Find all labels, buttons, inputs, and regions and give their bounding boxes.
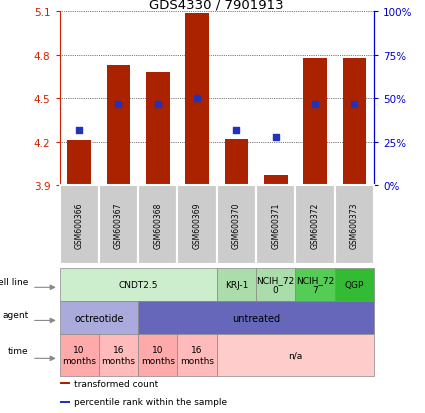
Bar <box>178 186 217 264</box>
Bar <box>146 73 170 186</box>
Text: GSM600370: GSM600370 <box>232 202 241 248</box>
Bar <box>256 186 295 264</box>
Text: percentile rank within the sample: percentile rank within the sample <box>74 397 227 406</box>
Bar <box>99 335 138 376</box>
Text: GSM600368: GSM600368 <box>153 202 162 248</box>
Bar <box>138 301 374 335</box>
Text: NCIH_72
0: NCIH_72 0 <box>257 275 295 294</box>
Text: untreated: untreated <box>232 313 280 323</box>
Text: n/a: n/a <box>288 351 303 360</box>
Point <box>272 134 279 140</box>
Bar <box>60 268 217 301</box>
Bar <box>217 186 256 264</box>
Bar <box>60 301 138 335</box>
Bar <box>107 66 130 186</box>
Title: GDS4330 / 7901913: GDS4330 / 7901913 <box>150 0 284 11</box>
Text: cell line: cell line <box>0 277 29 286</box>
Bar <box>60 186 99 264</box>
Bar <box>60 335 99 376</box>
Text: GSM600369: GSM600369 <box>193 202 201 248</box>
Point <box>76 127 82 134</box>
Bar <box>224 140 248 186</box>
Point <box>154 101 161 108</box>
Text: GSM600373: GSM600373 <box>350 202 359 248</box>
Text: NCIH_72
7: NCIH_72 7 <box>296 275 334 294</box>
Text: agent: agent <box>3 310 29 319</box>
Bar <box>138 335 178 376</box>
Bar <box>67 141 91 186</box>
Bar <box>60 382 70 384</box>
Bar <box>217 335 374 376</box>
Bar <box>185 14 209 186</box>
Text: GSM600372: GSM600372 <box>311 202 320 248</box>
Bar <box>303 59 327 186</box>
Bar <box>343 59 366 186</box>
Text: transformed count: transformed count <box>74 379 158 388</box>
Point <box>115 101 122 108</box>
Bar <box>217 268 256 301</box>
Text: GSM600367: GSM600367 <box>114 202 123 248</box>
Text: 10
months: 10 months <box>141 346 175 365</box>
Text: 16
months: 16 months <box>180 346 214 365</box>
Bar <box>295 186 335 264</box>
Point <box>194 96 201 102</box>
Bar <box>256 268 295 301</box>
Bar <box>138 186 178 264</box>
Bar <box>335 186 374 264</box>
Text: GSM600371: GSM600371 <box>271 202 280 248</box>
Point <box>351 101 358 108</box>
Text: octreotide: octreotide <box>74 313 124 323</box>
Bar <box>264 176 287 186</box>
Bar <box>99 186 138 264</box>
Text: KRJ-1: KRJ-1 <box>225 280 248 290</box>
Bar <box>335 268 374 301</box>
Bar <box>178 335 217 376</box>
Text: QGP: QGP <box>345 280 364 290</box>
Text: CNDT2.5: CNDT2.5 <box>119 280 158 290</box>
Text: 10
months: 10 months <box>62 346 96 365</box>
Point <box>312 101 318 108</box>
Bar <box>295 268 335 301</box>
Bar <box>60 401 70 403</box>
Text: time: time <box>8 347 29 356</box>
Text: 16
months: 16 months <box>102 346 136 365</box>
Text: GSM600366: GSM600366 <box>75 202 84 248</box>
Point <box>233 127 240 134</box>
